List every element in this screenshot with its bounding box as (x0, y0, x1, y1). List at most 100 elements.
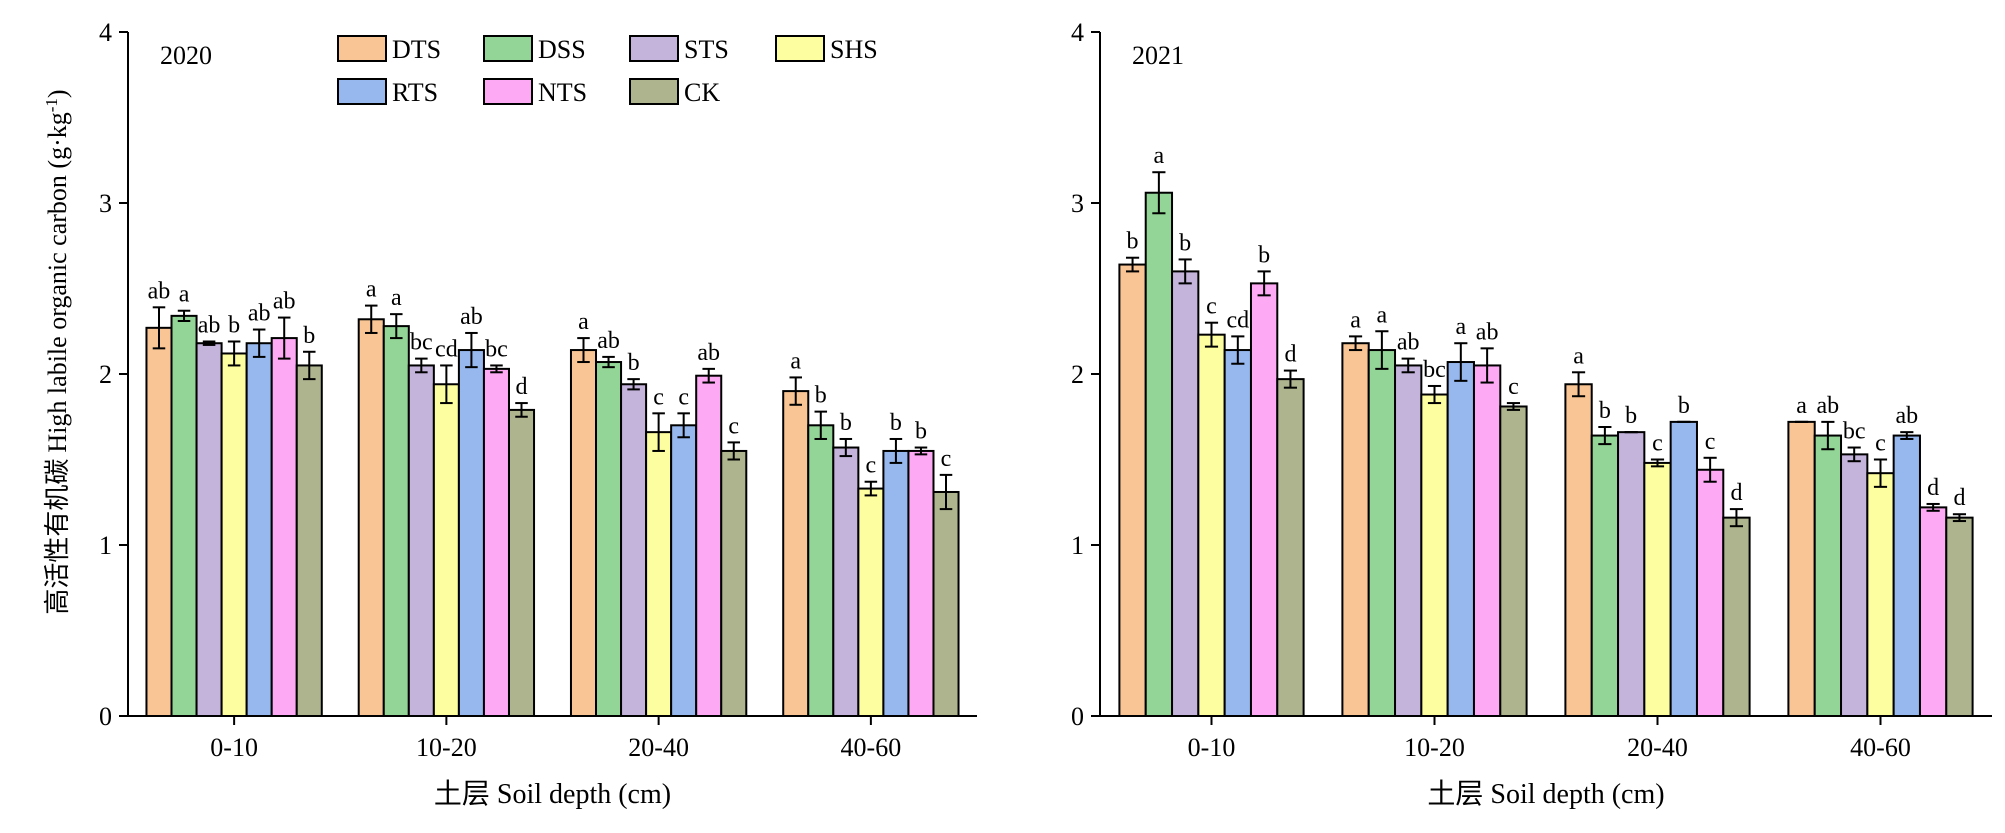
y-tick-label: 2 (1071, 360, 1084, 389)
significance-label: ab (248, 301, 271, 327)
y-tick-label: 3 (99, 189, 112, 218)
error-bar-DTS-20-40 (1571, 371, 1586, 398)
error-bar-RTS-0-10 (1231, 335, 1245, 365)
bar-SHS-0-10 (220, 352, 248, 717)
significance-label: d (1927, 475, 1939, 501)
bar-CK-40-60 (1945, 516, 1974, 718)
bar-STS-20-40 (620, 383, 648, 717)
error-bar-SHS-10-20 (1427, 384, 1442, 405)
significance-label: cd (1226, 307, 1249, 333)
bar-STS-40-60 (832, 446, 860, 717)
error-bar-DSS-40-60 (1821, 420, 1835, 451)
x-tick-label: 0-10 (210, 733, 258, 762)
x-axis-label: 土层 Soil depth (cm) (434, 778, 671, 810)
error-bar-STS-10-20 (1401, 357, 1415, 374)
bar-CK-20-40 (1722, 516, 1751, 718)
bar-SHS-10-20 (1420, 393, 1449, 717)
significance-label: a (391, 285, 402, 311)
significance-label: b (303, 323, 315, 349)
significance-label: bc (1423, 357, 1446, 383)
error-bar-DSS-0-10 (177, 309, 191, 322)
y-axis-label: 高活性有机碳High labile organic carbon (g·kg-1… (42, 89, 73, 614)
legend-swatch (483, 35, 533, 62)
significance-label: b (915, 419, 927, 445)
y-tick-label: 1 (1071, 531, 1084, 560)
bar-STS-0-10 (195, 342, 223, 717)
bar-DSS-40-60 (1813, 434, 1843, 717)
significance-label: b (840, 410, 852, 436)
significance-label: bc (485, 336, 508, 362)
significance-label: b (628, 350, 640, 376)
significance-label: c (678, 384, 689, 410)
bar-DTS-0-10 (1118, 263, 1147, 717)
error-bar-NTS-10-20 (1480, 347, 1494, 384)
significance-label: b (1678, 393, 1690, 419)
significance-label: a (179, 282, 190, 308)
significance-label: b (1599, 398, 1611, 424)
bar-RTS-0-10 (1223, 349, 1252, 717)
legend-label: DTS (392, 35, 441, 64)
bar-DTS-10-20 (357, 318, 385, 717)
significance-label: c (1206, 294, 1217, 320)
significance-label: ab (273, 289, 296, 315)
significance-label: d (1953, 485, 1965, 511)
significance-label: c (1875, 431, 1886, 457)
significance-label: a (1455, 314, 1466, 340)
error-bar-DTS-0-10 (152, 306, 166, 350)
y-tick-label: 3 (1071, 189, 1084, 218)
error-bar-CK-40-60 (939, 473, 953, 511)
error-bar-SHS-0-10 (227, 340, 241, 367)
bar-NTS-40-60 (907, 449, 935, 717)
legend-item-DTS: DTS (337, 35, 441, 64)
error-bar-RTS-10-20 (465, 331, 478, 369)
legend-swatch (629, 78, 679, 105)
panel-title: 2020 (160, 41, 212, 70)
significance-label: c (1652, 431, 1663, 457)
significance-label: c (653, 384, 664, 410)
bar-DSS-0-10 (1144, 191, 1174, 718)
bar-RTS-40-60 (882, 449, 910, 717)
bar-DTS-40-60 (782, 390, 810, 717)
x-tick-label: 40-60 (841, 733, 902, 762)
x-axis-label: 土层 Soil depth (cm) (1427, 778, 1664, 810)
bar-SHS-10-20 (432, 383, 460, 717)
significance-label: c (728, 413, 739, 439)
y-tick-label: 0 (1071, 702, 1084, 731)
legend-label: STS (684, 35, 729, 64)
error-bar-DSS-20-40 (1598, 426, 1612, 446)
significance-label: b (1127, 229, 1139, 255)
error-bar-RTS-40-60 (889, 437, 903, 464)
bar-DTS-10-20 (1341, 342, 1370, 717)
y-tick-label: 0 (99, 702, 112, 731)
bar-NTS-20-40 (695, 374, 723, 717)
x-tick-label: 0-10 (1188, 733, 1236, 762)
error-bar-NTS-0-10 (1257, 270, 1271, 297)
bar-DSS-0-10 (170, 314, 198, 717)
bar-NTS-0-10 (270, 337, 298, 717)
legend-swatch (775, 35, 825, 62)
bar-NTS-10-20 (482, 367, 510, 717)
significance-label: c (1508, 374, 1519, 400)
error-bar-SHS-10-20 (440, 364, 453, 405)
error-bar-NTS-40-60 (1926, 502, 1940, 512)
significance-label: c (941, 446, 952, 472)
y-tick-label: 2 (99, 360, 112, 389)
significance-label: b (890, 410, 902, 436)
significance-label: a (790, 348, 801, 374)
significance-label: ab (1476, 319, 1499, 345)
bar-DSS-40-60 (807, 424, 835, 717)
legend-item-SHS: SHS (775, 35, 878, 64)
significance-label: c (866, 453, 877, 479)
error-bar-SHS-40-60 (1873, 458, 1888, 488)
legend-item-CK: CK (629, 78, 720, 107)
significance-label: ab (597, 328, 620, 354)
error-bar-SHS-20-40 (652, 412, 665, 452)
bar-SHS-40-60 (857, 487, 885, 717)
error-bar-CK-0-10 (303, 350, 316, 381)
error-bar-NTS-20-40 (702, 367, 715, 384)
legend-label: DSS (538, 35, 586, 64)
bar-RTS-0-10 (245, 342, 273, 717)
bar-RTS-20-40 (1669, 420, 1698, 717)
